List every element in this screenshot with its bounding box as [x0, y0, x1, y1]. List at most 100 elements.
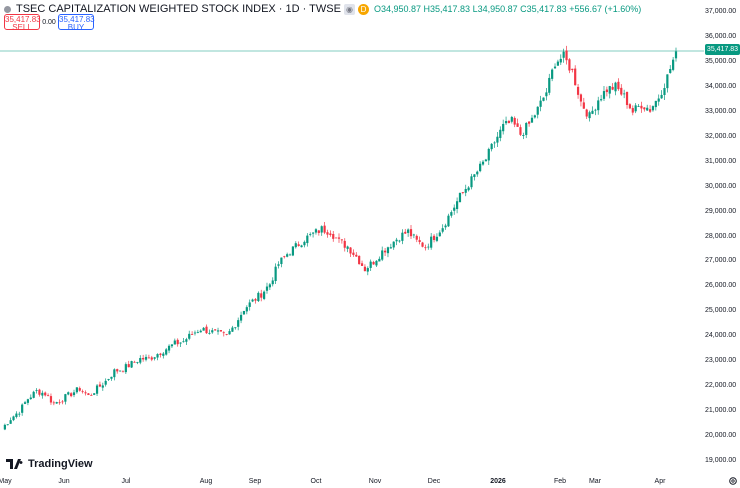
- candle-up: [208, 332, 211, 334]
- candle-up: [479, 163, 482, 172]
- candle-down: [432, 235, 436, 240]
- candle-up: [101, 385, 104, 388]
- candle-up: [274, 266, 277, 282]
- candle-down: [84, 392, 87, 394]
- candle-down: [611, 86, 614, 90]
- candle-up: [165, 349, 168, 355]
- candle-up: [530, 117, 534, 123]
- candle-down: [127, 364, 130, 368]
- candle-up: [666, 74, 669, 89]
- candle-up: [430, 236, 433, 248]
- candle-up: [107, 378, 110, 380]
- candle-down: [565, 50, 568, 61]
- candle-up: [669, 68, 672, 73]
- candle-down: [222, 332, 225, 334]
- candle-up: [614, 82, 617, 92]
- candle-up: [551, 69, 554, 79]
- candle-up: [6, 424, 9, 426]
- candle-up: [594, 109, 597, 111]
- candle-up: [294, 243, 297, 248]
- y-tick-label: 24,000.00: [705, 332, 737, 340]
- symbol-title[interactable]: TSEC CAPITALIZATION WEIGHTED STOCK INDEX…: [16, 3, 341, 15]
- spread-value: 0.00: [42, 18, 56, 26]
- sell-button[interactable]: 35,417.83 SELL: [4, 14, 41, 32]
- candle-up: [170, 344, 174, 347]
- x-tick-label: May: [0, 478, 12, 485]
- candle-down: [585, 109, 588, 117]
- candle-down: [628, 104, 632, 109]
- candle-down: [332, 233, 335, 239]
- candle-up: [542, 97, 545, 101]
- candle-down: [352, 252, 355, 255]
- candle-up: [401, 232, 404, 241]
- y-tick-label: 25,000.00: [705, 307, 737, 315]
- candle-down: [415, 235, 418, 240]
- candle-up: [280, 257, 283, 265]
- candle-down: [150, 357, 153, 360]
- candle-up: [381, 250, 384, 260]
- candle-down: [421, 242, 424, 247]
- candle-down: [640, 105, 643, 109]
- candle-up: [663, 87, 666, 96]
- y-tick-label: 32,000.00: [705, 132, 737, 140]
- candle-down: [90, 395, 93, 396]
- candle-up: [533, 115, 536, 118]
- candle-up: [309, 234, 312, 235]
- candle-up: [392, 241, 395, 248]
- candle-down: [360, 263, 364, 266]
- candle-up: [110, 376, 113, 379]
- candle-down: [61, 401, 64, 403]
- y-tick-label: 26,000.00: [705, 282, 737, 290]
- candle-up: [366, 268, 369, 272]
- candle-up: [476, 171, 479, 175]
- candle-up: [75, 387, 78, 393]
- low-value: L34,950.87: [472, 4, 518, 14]
- candle-up: [395, 239, 398, 242]
- candle-up: [15, 413, 18, 418]
- candle-down: [424, 247, 427, 249]
- candle-down: [121, 371, 125, 373]
- candle-up: [646, 107, 649, 111]
- y-tick-label: 29,000.00: [705, 207, 737, 215]
- candle-down: [631, 108, 634, 113]
- candle-up: [245, 307, 248, 312]
- buy-label: BUY: [67, 23, 85, 32]
- eye-icon[interactable]: ◉: [343, 3, 355, 15]
- candle-up: [455, 201, 459, 210]
- candle-up: [228, 331, 231, 335]
- candle-up: [597, 100, 600, 111]
- candle-up: [674, 51, 678, 59]
- candle-up: [196, 332, 199, 333]
- symbol-logo-icon: [4, 5, 11, 13]
- candle-up: [389, 247, 392, 249]
- candle-up: [458, 192, 462, 203]
- candle-down: [605, 89, 608, 93]
- x-tick-label: Mar: [588, 478, 602, 485]
- buy-button[interactable]: 35,417.83 BUY: [58, 14, 95, 32]
- candle-down: [404, 231, 407, 234]
- settings-gear-icon[interactable]: [728, 476, 738, 486]
- candle-down: [52, 402, 55, 404]
- candle-up: [93, 393, 96, 395]
- candle-down: [582, 102, 585, 109]
- candle-up: [167, 345, 171, 351]
- tradingview-logo[interactable]: TradingView: [6, 458, 93, 470]
- candle-up: [185, 339, 188, 342]
- candle-down: [326, 232, 329, 235]
- candle-down: [205, 326, 208, 334]
- candle-up: [231, 327, 234, 332]
- candle-up: [464, 188, 467, 193]
- candle-up: [484, 159, 487, 162]
- candle-up: [277, 264, 280, 266]
- candle-down: [461, 192, 464, 193]
- candle-up: [654, 100, 657, 108]
- trade-panel: 35,417.83 SELL 0.00 35,417.83 BUY: [4, 14, 95, 32]
- candle-up: [95, 385, 99, 394]
- candle-up: [144, 356, 148, 360]
- candle-up: [623, 93, 626, 95]
- candle-up: [525, 122, 528, 135]
- y-tick-label: 36,000.00: [705, 32, 737, 40]
- candle-down: [358, 255, 361, 265]
